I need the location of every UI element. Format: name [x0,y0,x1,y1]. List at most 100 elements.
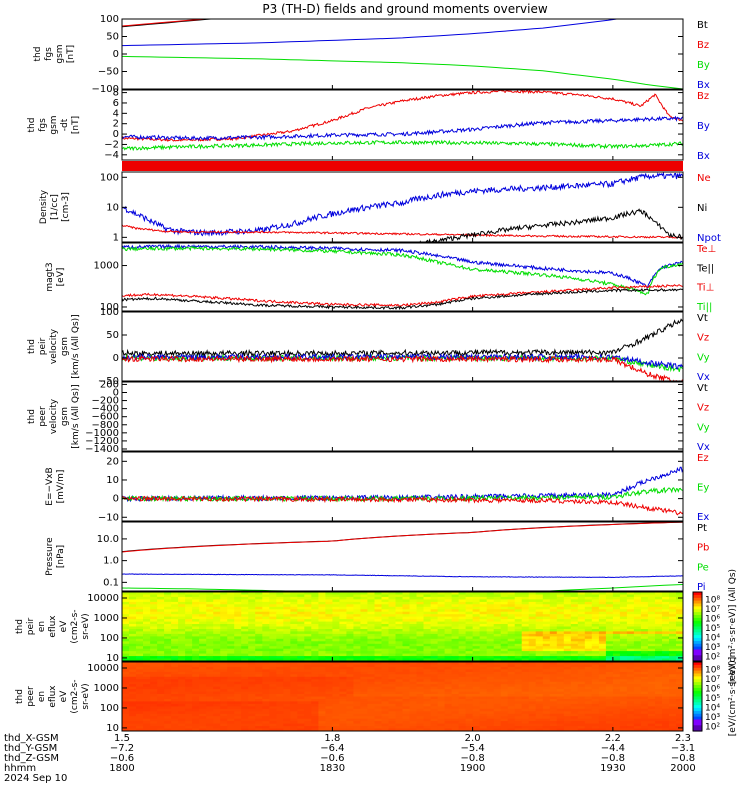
spectrogram-cell [472,609,481,613]
spectrogram-cell [388,616,397,620]
spectrogram-cell [346,641,354,645]
spectrogram-cell [556,594,565,598]
spectrogram-cell [157,624,165,628]
spectrogram-cell [521,604,530,608]
spectrogram-cell [283,604,291,608]
spectrogram-cell [192,721,200,725]
spectrogram-cell [556,624,565,628]
spectrogram-cell [528,728,537,731]
spectrogram-cell [423,653,432,657]
y-axis-label: gsm [60,407,70,426]
spectrogram-cell [157,621,165,625]
spectrogram-cell [507,703,516,707]
spectrogram-cell [549,592,558,596]
spectrogram-cell [465,716,474,720]
spectrogram-cell [430,684,439,688]
spectrogram-cell [381,666,390,670]
spectrogram-cell [381,679,390,683]
spectrogram-cell [542,658,551,661]
spectrogram-cell [164,653,172,657]
spectrogram-cell [388,686,397,690]
spectrogram-cell [262,601,270,605]
spectrogram-cell [360,718,368,722]
y-axis-label: gsm [49,115,59,134]
spectrogram-cell [619,594,628,598]
spectrogram-cell [185,648,193,652]
spectrogram-cell [332,609,340,613]
spectrogram-cell [528,669,537,673]
spectrogram-cell [444,664,453,668]
spectrogram-cell [556,621,565,625]
spectrogram-cell [669,728,677,731]
spectrogram-cell [171,689,179,693]
spectrogram-cell [423,616,432,620]
spectrogram-cell [164,706,172,710]
spectrogram-cell [206,679,214,683]
spectrogram-cell [122,676,130,680]
spectrogram-cell [479,716,488,720]
spectrogram-cell [318,629,326,633]
spectrogram-cell [199,601,207,605]
spectrogram-cell [255,596,263,600]
spectrogram-cell [542,723,551,727]
spectrogram-cell [234,611,242,615]
spectrogram-cell [655,629,663,633]
spectrogram-cell [416,658,425,661]
spectrogram-cell [164,636,172,640]
spectrogram-cell [591,614,600,618]
spectrogram-cell [122,609,130,613]
spectrogram-cell [136,708,144,712]
spectrogram-cell [395,676,404,680]
spectrogram-cell [598,643,607,647]
spectrogram-cell [451,691,460,695]
spectrogram-cell [556,713,565,717]
spectrogram-cell [633,694,642,698]
spectrogram-cell [402,653,411,657]
spectrogram-cell [605,646,614,650]
spectrogram-cell [528,636,537,640]
spectrogram-cell [143,648,151,652]
spectrogram-cell [178,708,186,712]
spectrogram-cell [556,631,565,635]
spectrogram-cell [640,636,649,640]
spectrogram-cell [549,716,558,720]
spectrogram-cell [339,689,347,693]
spectrogram-cell [395,699,404,703]
spectrogram-cell [388,711,397,715]
spectrogram-cell [234,701,242,705]
spectrogram-cell [514,721,523,725]
y-axis-label: [1/cc] [50,194,60,220]
spectrogram-cell [535,653,544,657]
spectrogram-cell [129,721,137,725]
spectrogram-cell [591,646,600,650]
spectrogram-cell [577,694,586,698]
spectrogram-cell [409,728,418,731]
spectrogram-cell [220,721,228,725]
spectrogram-cell [122,703,130,707]
spectrogram-cell [346,631,354,635]
spectrogram-cell [500,664,509,668]
spectrogram-cell [598,694,607,698]
spectrogram-cell [325,686,333,690]
spectrogram-cell [332,626,340,630]
legend-Vx: Vx [697,372,710,383]
spectrogram-cell [598,671,607,675]
spectrogram-cell [640,656,649,660]
spectrogram-cell [353,626,361,630]
spectrogram-cell [584,666,593,670]
spectrogram-cell [346,694,354,698]
spectrogram-cell [409,703,418,707]
spectrogram-cell [472,726,481,730]
spectrogram-cell [234,601,242,605]
spectrogram-cell [514,689,523,693]
spectrogram-cell [437,609,446,613]
spectrogram-cell [227,726,235,730]
spectrogram-cell [395,656,404,660]
spectrogram-cell [157,601,165,605]
spectrogram-cell [346,716,354,720]
series-By [122,55,683,89]
spectrogram-cell [164,674,172,678]
spectrogram-cell [381,686,390,690]
spectrogram-cell [276,624,284,628]
spectrogram-cell [367,706,375,710]
